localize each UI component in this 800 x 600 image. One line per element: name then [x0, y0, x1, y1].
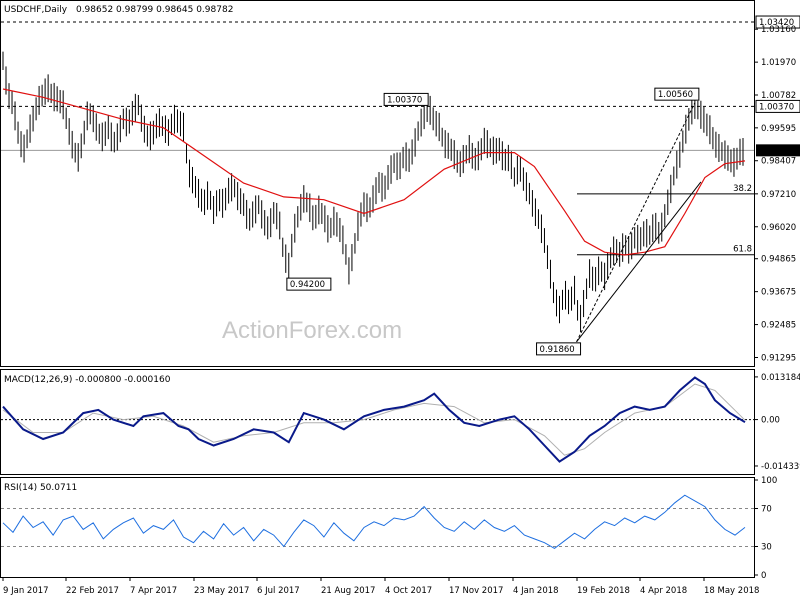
price-axis-label: 0.97210: [761, 190, 796, 200]
macd-line: [2, 376, 746, 463]
support-trendline: [576, 181, 702, 343]
x-axis-label: 17 Nov 2017: [449, 586, 503, 596]
price-header: USDCHF,Daily 0.98652 0.98799 0.98645 0.9…: [4, 5, 233, 15]
macd-signal-line: [2, 383, 746, 456]
current-price-text: 0.98782: [759, 146, 794, 156]
price-annotation-box: [536, 342, 582, 356]
price-series-layer: 38.2 61.8 1.00370 1.00560 0.94200 0.91860: [1, 21, 754, 356]
level-tag-top: [755, 15, 800, 29]
rsi-axis-label: 30: [761, 543, 772, 553]
fib-label-1: 61.8: [733, 245, 752, 255]
rsi-axis-label: 0: [761, 571, 766, 581]
x-axis-label: 23 May 2017: [194, 586, 249, 596]
rsi-panel-frame: [0, 477, 755, 578]
rsi-axis-label: 70: [761, 505, 772, 515]
price-annotation-text: 0.94200: [290, 280, 325, 290]
price-annotation-text: 0.91860: [540, 345, 575, 355]
x-axis-label: 4 Oct 2017: [385, 586, 432, 596]
price-axis-label: 0.93675: [761, 288, 796, 298]
macd-series-layer: [1, 376, 754, 463]
x-axis-label: 4 Apr 2018: [640, 586, 687, 596]
macd-panel-frame: [0, 369, 755, 475]
price-axis-label: 1.01970: [761, 58, 796, 68]
price-axis-label: 0.92485: [761, 321, 796, 331]
ohlc-values: 0.98652 0.98799 0.98645 0.98782: [76, 5, 233, 15]
price-panel-frame: [0, 0, 755, 367]
price-axis-label: 1.00782: [761, 91, 796, 101]
price-annotation-text: 1.00560: [658, 90, 693, 100]
price-annotation-text: 1.00370: [387, 95, 422, 105]
level-tag-text-res: 1.00370: [759, 102, 794, 112]
price-annotation-box: [654, 87, 700, 101]
macd-header: MACD(12,26,9) -0.000800 -0.000160: [4, 375, 171, 385]
price-axis-label: 0.98407: [761, 157, 796, 167]
rsi-header: RSI(14) 50.0711: [4, 483, 77, 493]
price-annotation-box: [286, 277, 332, 291]
macd-axis-label: -0.014339: [761, 462, 800, 472]
price-annotation-box: [383, 92, 429, 106]
x-axis-label: 9 Jan 2017: [3, 586, 49, 596]
level-tag-res: [755, 99, 800, 113]
x-axis-label: 22 Feb 2017: [66, 586, 119, 596]
rsi-series-layer: [1, 494, 754, 549]
symbol-label: USDCHF,Daily: [4, 5, 68, 15]
price-axis-label: 0.91295: [761, 353, 796, 363]
x-axis-label: 19 Feb 2018: [577, 586, 630, 596]
axis-layer: 1.03420 1.00370 0.98782 1.03160 1.01970 1.007…: [2, 15, 800, 596]
x-axis-label: 6 Jul 2017: [257, 586, 300, 596]
x-axis-label: 4 Jan 2018: [513, 586, 559, 596]
moving-average-line: [2, 88, 746, 256]
rsi-axis-label: 100: [761, 476, 777, 486]
x-axis-label: 18 May 2018: [704, 586, 759, 596]
x-axis-label: 7 Apr 2017: [130, 586, 177, 596]
rsi-line: [2, 494, 746, 549]
fib-label-0: 38.2: [733, 184, 752, 194]
price-axis-label: 0.96020: [761, 223, 796, 233]
x-axis-label: 21 Aug 2017: [321, 586, 375, 596]
channel-trendline-dashed: [576, 102, 696, 343]
price-axis-label: 1.03160: [761, 25, 796, 35]
watermark: ActionForex.com: [222, 317, 402, 344]
macd-axis-label: 0.013184: [761, 373, 800, 383]
current-price-tag: [756, 144, 800, 157]
price-axis-label: 0.99595: [761, 124, 796, 134]
level-tag-text-top: 1.03420: [759, 18, 794, 28]
macd-axis-label: 0.00: [761, 416, 780, 426]
price-axis-label: 0.94865: [761, 255, 796, 265]
